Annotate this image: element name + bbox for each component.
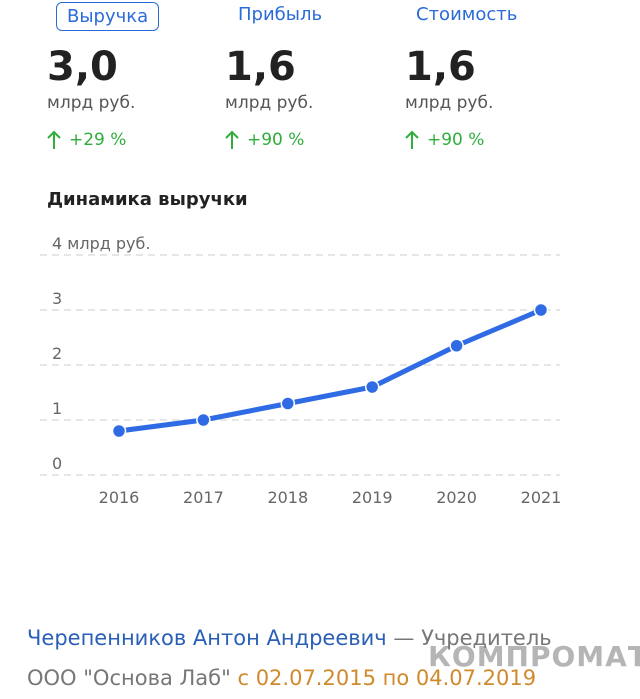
chart: 0 1 2 3 4 млрд руб. 2016 2017 2018 2019 2020 2021 bbox=[40, 234, 562, 507]
x-tick-label: 2018 bbox=[267, 488, 308, 507]
metric-unit: млрд руб. bbox=[47, 93, 136, 113]
company: ООО "Основа Лаб" bbox=[27, 666, 231, 690]
x-tick-label: 2016 bbox=[99, 488, 140, 507]
person-line: Черепенников Антон Андреевич — Учредител… bbox=[27, 626, 552, 650]
metric-change: +29 % bbox=[47, 130, 126, 150]
change-text: +90 % bbox=[247, 130, 305, 150]
chart-title: Динамика выручки bbox=[47, 189, 248, 210]
change-text: +90 % bbox=[427, 130, 485, 150]
metric-unit: млрд руб. bbox=[225, 93, 314, 113]
person-name[interactable]: Черепенников Антон Андреевич bbox=[27, 626, 387, 650]
point bbox=[280, 396, 296, 411]
date-from: 02.07.2015 bbox=[255, 666, 376, 690]
up-arrow bbox=[225, 130, 239, 149]
point bbox=[364, 379, 380, 395]
line bbox=[118, 307, 542, 434]
metric-change: +90 % bbox=[405, 130, 484, 150]
x-tick-label: 2019 bbox=[352, 488, 393, 507]
metric-value: 3,0 bbox=[47, 44, 118, 90]
tab-label[interactable]: Выручка bbox=[56, 2, 160, 31]
tab-label[interactable]: Стоимость bbox=[416, 4, 518, 25]
point bbox=[111, 423, 127, 439]
date-to: 04.07.2019 bbox=[415, 666, 537, 690]
metric-value: 1,6 bbox=[225, 44, 296, 90]
y-tick-label: 2 bbox=[52, 344, 62, 363]
to-word: по bbox=[382, 666, 410, 690]
metric-value: 1,6 bbox=[405, 44, 476, 90]
point bbox=[196, 412, 211, 428]
point bbox=[449, 338, 464, 353]
up-arrow bbox=[47, 130, 61, 149]
person-role: — Учредитель bbox=[393, 626, 552, 650]
up-arrow bbox=[405, 130, 419, 149]
y-tick-label: 3 bbox=[52, 289, 62, 308]
y-tick-label: 4 млрд руб. bbox=[52, 234, 150, 253]
company-line: ООО "Основа Лаб" с 02.07.2015 по 04.07.2… bbox=[27, 666, 536, 690]
change-text: +29 % bbox=[69, 130, 127, 150]
tab-label[interactable]: Прибыль bbox=[238, 4, 323, 25]
x-tick-label: 2017 bbox=[183, 488, 224, 507]
x-tick-label: 2020 bbox=[436, 488, 477, 507]
watermark: КОМПРОМАТ1 bbox=[428, 640, 640, 673]
y-tick-label: 1 bbox=[52, 399, 62, 418]
from-word: с bbox=[237, 666, 249, 690]
metric-change: +90 % bbox=[225, 130, 304, 150]
metric-unit: млрд руб. bbox=[405, 93, 494, 113]
x-tick-label: 2021 bbox=[521, 488, 562, 507]
y-tick-label: 0 bbox=[52, 454, 62, 473]
point bbox=[533, 302, 549, 318]
